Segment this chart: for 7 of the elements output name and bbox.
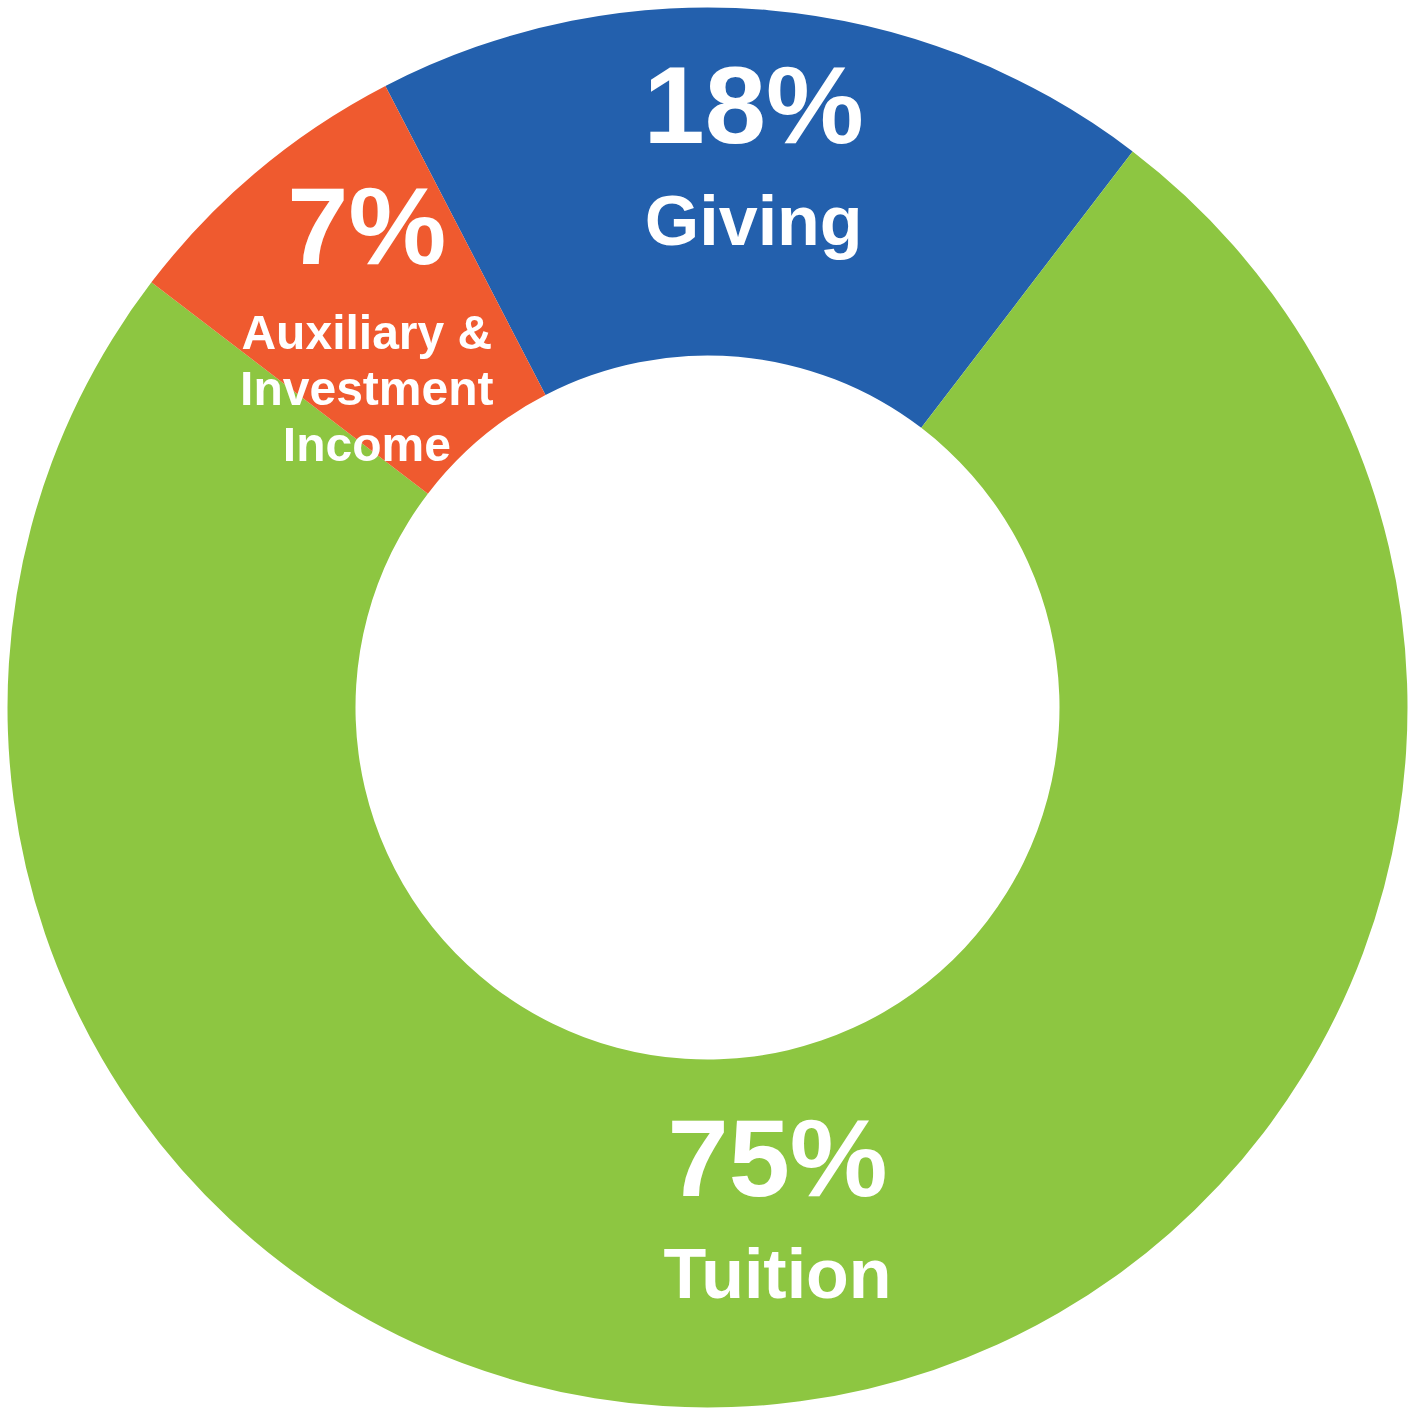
slice-label: Tuition	[663, 1234, 892, 1313]
slice-label: Auxiliary & Investment Income	[240, 306, 494, 472]
donut-slice	[7, 151, 1408, 1407]
data-label: 18%	[643, 42, 864, 166]
data-label: 75%	[667, 1095, 888, 1219]
slice-label: Giving	[644, 181, 863, 260]
data-label: 7%	[287, 164, 447, 288]
